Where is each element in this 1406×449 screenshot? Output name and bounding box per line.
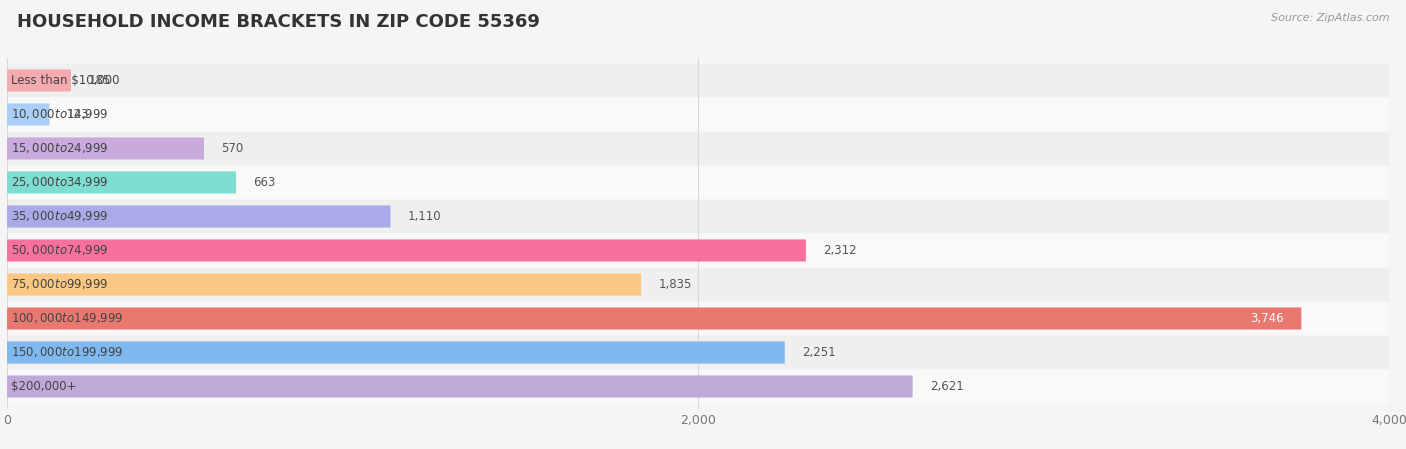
Text: 3,746: 3,746	[1250, 312, 1284, 325]
FancyBboxPatch shape	[7, 375, 912, 397]
Text: 2,621: 2,621	[929, 380, 963, 393]
FancyBboxPatch shape	[7, 268, 1389, 301]
Text: $35,000 to $49,999: $35,000 to $49,999	[11, 210, 108, 224]
Text: HOUSEHOLD INCOME BRACKETS IN ZIP CODE 55369: HOUSEHOLD INCOME BRACKETS IN ZIP CODE 55…	[17, 13, 540, 31]
Text: $75,000 to $99,999: $75,000 to $99,999	[11, 277, 108, 291]
Text: 2,251: 2,251	[801, 346, 835, 359]
Text: 1,835: 1,835	[658, 278, 692, 291]
Text: $10,000 to $14,999: $10,000 to $14,999	[11, 107, 108, 122]
Text: 570: 570	[221, 142, 243, 155]
FancyBboxPatch shape	[7, 206, 391, 228]
Text: $200,000+: $200,000+	[11, 380, 77, 393]
FancyBboxPatch shape	[7, 97, 1389, 131]
Text: 1,110: 1,110	[408, 210, 441, 223]
FancyBboxPatch shape	[7, 200, 1389, 233]
FancyBboxPatch shape	[7, 273, 641, 295]
FancyBboxPatch shape	[7, 370, 1389, 403]
FancyBboxPatch shape	[7, 166, 1389, 199]
Text: $15,000 to $24,999: $15,000 to $24,999	[11, 141, 108, 155]
FancyBboxPatch shape	[7, 239, 806, 261]
Text: 123: 123	[67, 108, 89, 121]
FancyBboxPatch shape	[7, 302, 1389, 335]
Text: 663: 663	[253, 176, 276, 189]
FancyBboxPatch shape	[7, 308, 1302, 330]
FancyBboxPatch shape	[7, 233, 1389, 267]
FancyBboxPatch shape	[7, 103, 49, 126]
Text: Source: ZipAtlas.com: Source: ZipAtlas.com	[1271, 13, 1389, 23]
Text: Less than $10,000: Less than $10,000	[11, 74, 120, 87]
FancyBboxPatch shape	[7, 70, 70, 92]
FancyBboxPatch shape	[7, 137, 204, 159]
FancyBboxPatch shape	[7, 64, 1389, 97]
Text: $25,000 to $34,999: $25,000 to $34,999	[11, 176, 108, 189]
Text: $150,000 to $199,999: $150,000 to $199,999	[11, 345, 124, 360]
Text: $100,000 to $149,999: $100,000 to $149,999	[11, 312, 124, 326]
FancyBboxPatch shape	[7, 172, 236, 194]
Text: 185: 185	[89, 74, 111, 87]
FancyBboxPatch shape	[7, 132, 1389, 165]
Text: 2,312: 2,312	[823, 244, 856, 257]
FancyBboxPatch shape	[7, 336, 1389, 370]
Text: $50,000 to $74,999: $50,000 to $74,999	[11, 243, 108, 257]
FancyBboxPatch shape	[7, 341, 785, 364]
